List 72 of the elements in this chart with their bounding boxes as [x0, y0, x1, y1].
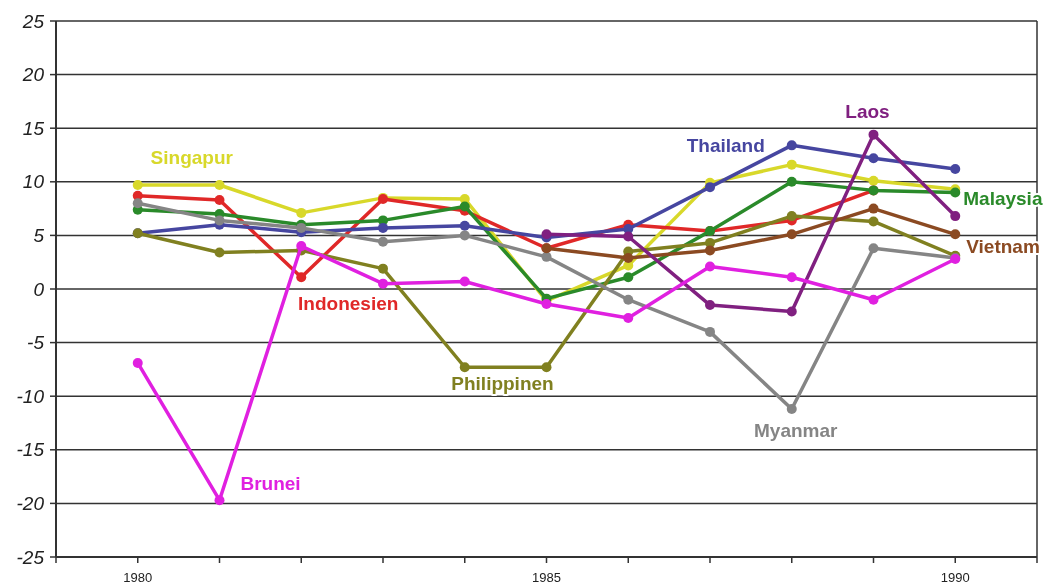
y-tick-label: 5	[33, 224, 45, 246]
y-tick-label: -25	[16, 546, 45, 568]
series-label: Brunei	[240, 472, 301, 494]
series-label: Myanmar	[754, 419, 839, 441]
point	[623, 252, 634, 263]
point	[296, 241, 307, 252]
point	[786, 229, 797, 240]
point	[950, 229, 961, 240]
point	[786, 306, 797, 317]
y-tick-label: 0	[33, 278, 45, 300]
point	[786, 176, 797, 187]
y-tick-label: 10	[22, 171, 45, 193]
point	[623, 231, 634, 242]
point	[868, 153, 879, 164]
point	[378, 263, 388, 274]
point	[705, 261, 715, 272]
series-label: Thailand	[686, 134, 765, 156]
point	[214, 247, 225, 258]
point	[459, 362, 470, 373]
point	[214, 180, 225, 191]
point	[378, 278, 388, 289]
y-tick-label: -5	[27, 332, 45, 354]
point	[541, 299, 552, 310]
series-label: Laos	[845, 101, 890, 123]
point	[950, 211, 961, 222]
point	[786, 272, 797, 283]
point	[868, 216, 879, 227]
x-tick-label: 1980	[123, 569, 153, 585]
point	[459, 201, 470, 212]
y-tick-label: -20	[16, 492, 45, 514]
point	[132, 357, 143, 368]
series-label: Philippinen	[451, 372, 554, 394]
point	[459, 230, 470, 241]
point	[378, 236, 388, 247]
point	[786, 404, 797, 415]
point	[705, 326, 715, 337]
point	[786, 211, 797, 222]
series-label: Singapur	[150, 146, 234, 168]
point	[214, 195, 225, 206]
point	[868, 175, 879, 186]
point	[868, 129, 879, 140]
y-tick-label: 20	[21, 64, 45, 86]
point	[705, 300, 715, 311]
x-tick-label: 1985	[532, 569, 561, 585]
point	[950, 163, 961, 174]
point	[623, 272, 634, 283]
point	[132, 180, 143, 191]
point	[378, 222, 388, 233]
point	[786, 140, 797, 151]
point	[623, 312, 634, 323]
point	[132, 198, 143, 209]
point	[868, 203, 879, 214]
series-label: Indonesien	[298, 292, 399, 314]
point	[541, 362, 552, 373]
point	[459, 276, 470, 287]
point	[623, 294, 634, 305]
point	[459, 220, 470, 231]
point	[868, 294, 879, 305]
y-tick-label: -10	[16, 385, 45, 407]
point	[786, 159, 797, 170]
point	[868, 243, 879, 254]
point	[296, 272, 307, 283]
point	[296, 207, 307, 218]
y-tick-label: 15	[22, 117, 45, 139]
y-tick-label: 25	[21, 10, 45, 32]
point	[541, 251, 552, 262]
point	[214, 215, 225, 226]
point	[705, 182, 715, 193]
x-tick-label: 1990	[940, 569, 970, 585]
point	[705, 245, 715, 256]
point	[214, 495, 225, 506]
y-tick-label: -15	[16, 439, 45, 461]
